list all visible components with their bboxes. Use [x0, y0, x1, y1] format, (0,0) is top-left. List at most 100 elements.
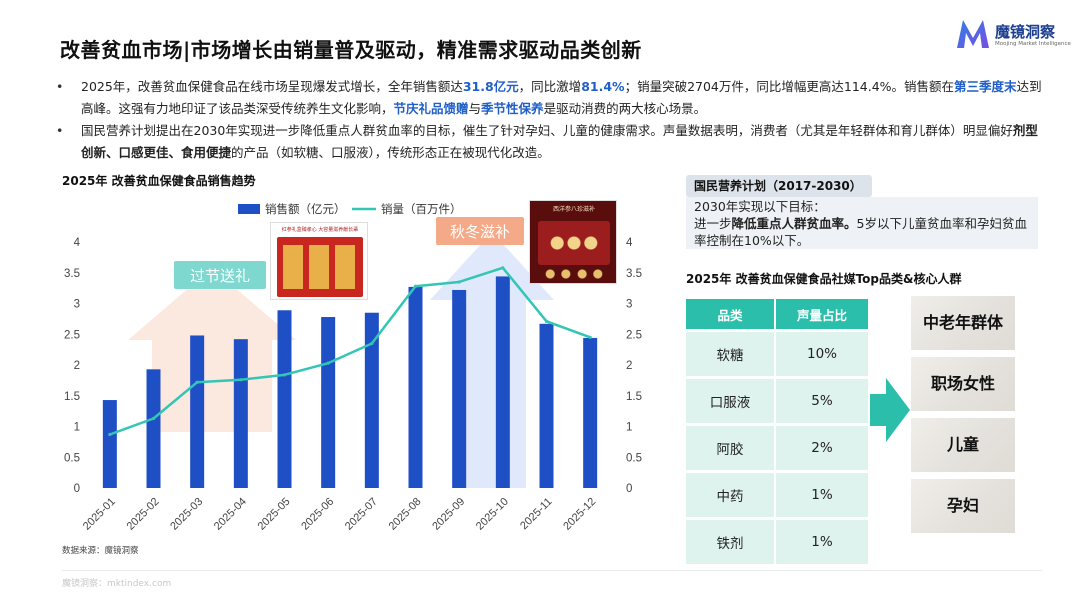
highlight-season: 季节性保养: [481, 101, 544, 116]
bullet-text: 与: [468, 101, 482, 116]
bar-sales-2025-03: [190, 335, 205, 488]
gift-box-shape: [277, 237, 363, 297]
x-tick-label: 2025-11: [518, 496, 554, 532]
bullet-text: 的产品（如软糖、口服液），传统形态正在被现代化改造。: [231, 145, 550, 160]
footer-site: 魔镜洞察：mktindex.com: [62, 579, 172, 589]
gift-box-image-1: 红参礼盒臻孝心 大容量滋养献长辈: [270, 222, 368, 300]
y-tick-right: 2.5: [626, 329, 642, 341]
point-volume-2025-04: [239, 378, 243, 382]
point-volume-2025-08: [413, 284, 418, 288]
y-tick-right: 1.5: [626, 391, 642, 403]
bullet-sales-growth: 2025年，改善贫血保健食品在线市场呈现爆发式增长，全年销售额达31.8亿元，同…: [52, 76, 1042, 120]
gift-box-label: 红参礼盒臻孝心 大容量滋养献长辈: [281, 227, 359, 233]
table-row: 阿胶 2%: [686, 426, 868, 470]
point-volume-2025-11: [544, 319, 549, 323]
bullet-text: ，同比激增: [518, 79, 582, 94]
share-cell: 1%: [776, 520, 868, 564]
legend-label-sales: 销售额（亿元）: [265, 202, 346, 216]
top-category-table: 品类 声量占比 软糖 10% 口服液 5% 阿胶 2% 中药 1% 铁剂 1%: [686, 296, 868, 567]
x-tick-label: 2025-06: [299, 496, 336, 533]
category-cell: 铁剂: [686, 520, 776, 564]
bar-sales-2025-12: [583, 337, 598, 488]
highlight-growth: 81.4%: [581, 79, 625, 94]
persona-label: 孕妇: [946, 496, 979, 515]
category-cell: 中药: [686, 473, 776, 517]
bar-sales-2025-05: [277, 310, 292, 488]
persona-children: 儿童: [911, 418, 1015, 472]
x-tick-label: 2025-08: [387, 496, 424, 533]
persona-working-women: 职场女性: [911, 357, 1015, 411]
category-cell: 阿胶: [686, 426, 776, 470]
bar-sales-2025-07: [364, 312, 379, 488]
persona-elderly: 中老年群体: [911, 296, 1015, 350]
plan-description: 2030年实现以下目标： 进一步降低重点人群贫血率。5岁以下儿童贫血率和孕妇贫血…: [686, 197, 1038, 249]
point-volume-2025-09: [457, 280, 461, 284]
annotation-gift-label: 过节送礼: [190, 267, 250, 285]
gift-box-shape: [538, 221, 610, 265]
brand-logo: 魔镜洞察 Moojing Market Intelligence: [955, 18, 1071, 52]
page-title: 改善贫血市场|市场增长由销量普及驱动，精准需求驱动品类创新: [60, 38, 642, 62]
bullet-text: 是驱动消费的两大核心场景。: [543, 101, 707, 116]
highlight-gift: 节庆礼品馈赠: [393, 101, 469, 116]
column-header-category: 品类: [686, 299, 776, 329]
highlight-innovation: 剂型创新、口感更佳、食用便捷: [81, 123, 1038, 160]
bullet-text: 2025年，改善贫血保健食品在线市场呈现爆发式增长，全年销售额达: [81, 79, 463, 94]
line-volume: [109, 266, 591, 436]
share-cell: 1%: [776, 473, 868, 517]
y-tick-right: 0: [626, 483, 632, 495]
y-tick-left: 0: [74, 483, 80, 495]
table-row: 中药 1%: [686, 473, 868, 517]
x-tick-label: 2025-04: [212, 496, 249, 533]
y-tick-left: 2: [74, 360, 80, 372]
bullet-text: ；销量突破2704万件，同比增幅更高达114.4%。销售额在: [624, 79, 955, 94]
point-volume-2025-06: [326, 361, 330, 365]
plan-line-1: 2030年实现以下目标：: [694, 199, 826, 214]
point-volume-2025-10: [501, 266, 505, 270]
arrow-right-icon: [870, 378, 910, 442]
share-cell: 5%: [776, 379, 868, 423]
column-header-share: 声量占比: [776, 299, 868, 329]
data-source: 数据来源：魔镜洞察: [62, 546, 139, 556]
annotation-gift-bg: [174, 261, 266, 289]
plan-line-2: 进一步降低重点人群贫血率。5岁以下儿童贫血率和孕妇贫血率控制在10%以下。: [694, 215, 1038, 249]
category-cell: 口服液: [686, 379, 776, 423]
annotation-autumn-bg: [436, 217, 524, 245]
bar-sales-2025-08: [408, 286, 423, 488]
x-tick-label: 2025-03: [168, 496, 205, 533]
logo-m-icon: [957, 20, 989, 48]
legend-swatch-sales: [238, 204, 260, 214]
bar-sales-2025-09: [452, 289, 467, 488]
chart-title: 2025年 改善贫血保健食品销售趋势: [62, 174, 256, 188]
x-tick-label: 2025-07: [343, 496, 380, 533]
persona-label: 中老年群体: [922, 313, 1003, 332]
point-volume-2025-05: [282, 373, 287, 377]
summary-bullets: 2025年，改善贫血保健食品在线市场呈现爆发式增长，全年销售额达31.8亿元，同…: [52, 76, 1042, 164]
table-header-row: 品类 声量占比: [686, 299, 868, 329]
y-tick-right: 3.5: [626, 268, 642, 280]
y-tick-left: 2.5: [64, 329, 80, 341]
gift-box-label: 西洋参八珍滋补: [552, 206, 595, 213]
plan-text: 进一步: [694, 216, 732, 231]
bar-sales-2025-04: [233, 339, 248, 488]
x-tick-label: 2025-01: [81, 496, 118, 533]
logo-name: 魔镜洞察: [995, 23, 1056, 41]
plan-tag: 国民营养计划（2017-2030）: [686, 175, 872, 197]
legend-label-volume: 销量（百万件）: [381, 202, 462, 216]
sales-trend-chart: 0 0 0.5 0.5 1 1 1.5 1.5 2 2 2.5 2.5 3 3 3.5 3.5 4 4 2025-0…: [64, 202, 642, 533]
x-tick-label: 2025-09: [430, 496, 467, 533]
persona-label: 职场女性: [930, 374, 995, 393]
y-tick-right: 2: [626, 360, 632, 372]
bar-sales-2025-06: [321, 317, 336, 488]
gift-box-image-2: 西洋参八珍滋补: [529, 200, 617, 284]
bar-sales-2025-11: [539, 323, 554, 488]
table-row: 软糖 10%: [686, 332, 868, 376]
y-tick-left: 0.5: [64, 452, 80, 464]
bar-sales-2025-01: [102, 400, 117, 488]
y-tick-right: 3: [626, 299, 632, 311]
x-tick-label: 2025-12: [561, 496, 598, 533]
bar-sales-2025-10: [495, 276, 510, 488]
y-tick-left: 3.5: [64, 268, 80, 280]
y-tick-right: 1: [626, 422, 632, 434]
plan-text: 5岁以下儿童贫血率和孕妇贫血率控制在10%以下。: [694, 216, 1027, 248]
highlight-peak: 第三季度末: [954, 79, 1017, 94]
